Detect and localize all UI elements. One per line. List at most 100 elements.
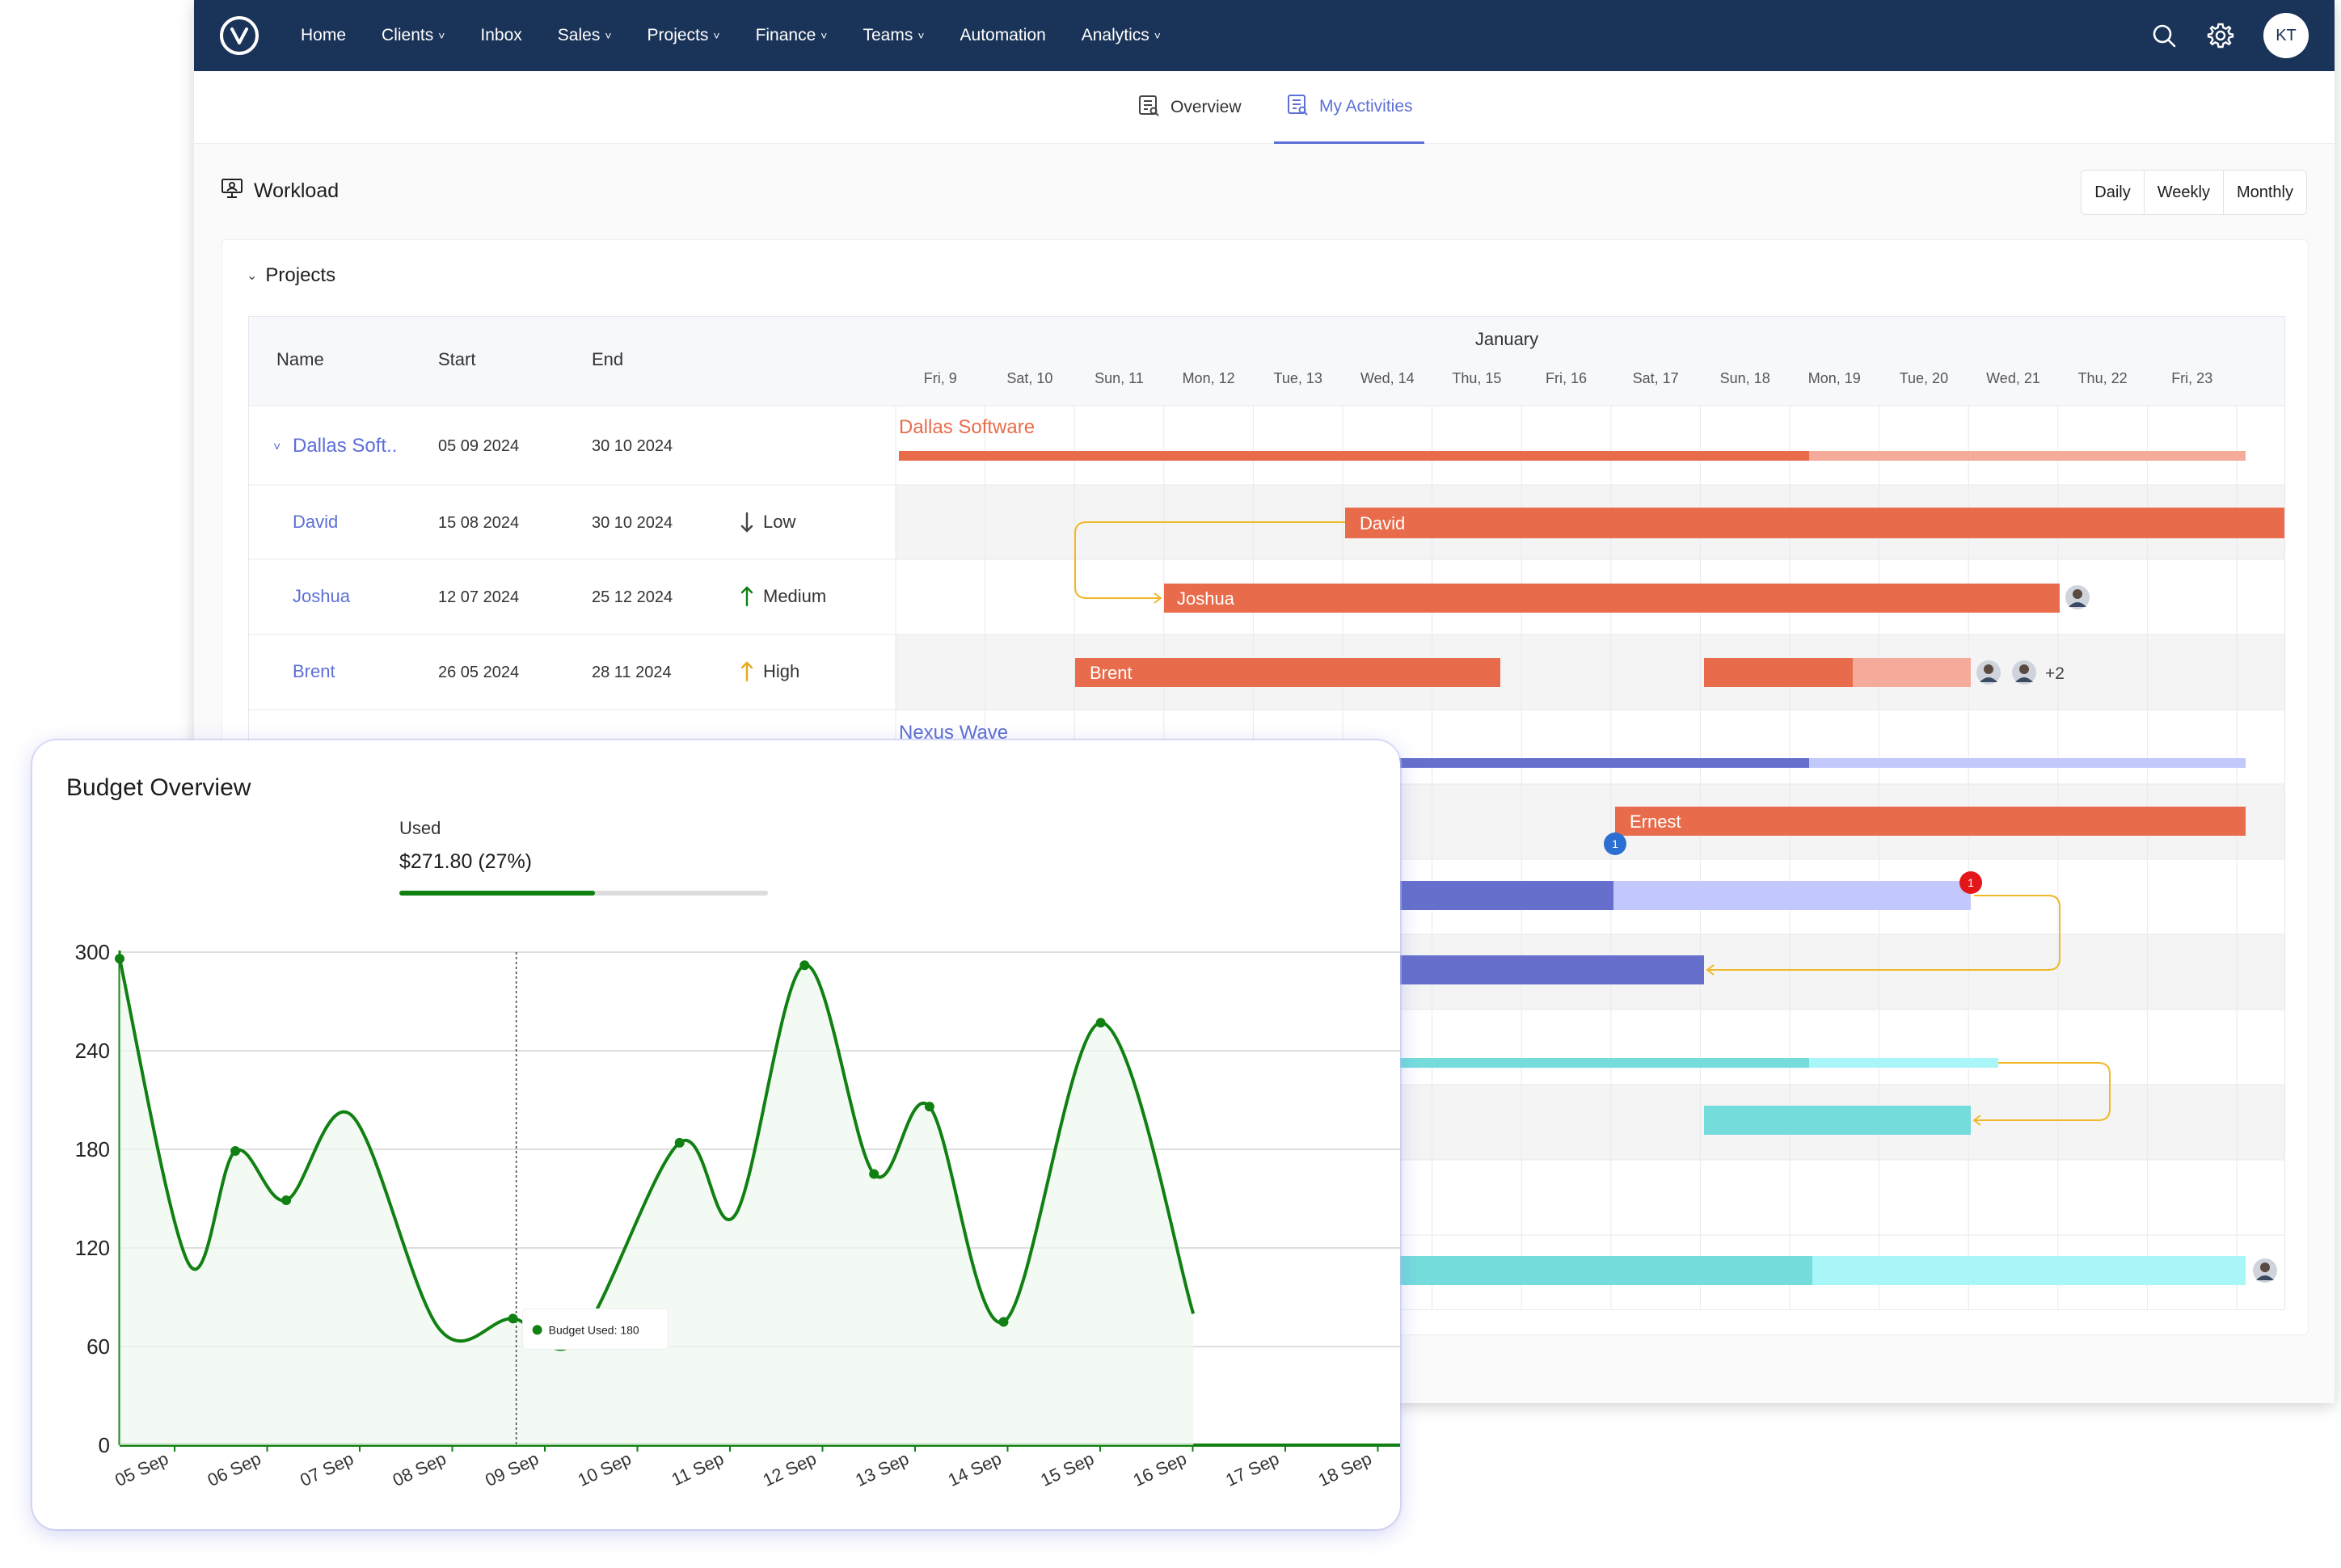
budget-line-chart: 0 60 120 180 240 300 05 Sep 06 Sep 07 Sep 08 Sep 0… [75, 940, 1400, 1490]
project-summary-bar[interactable] [899, 451, 1809, 461]
tooltip-marker [532, 1325, 542, 1335]
x-tick-label: 05 Sep [112, 1448, 171, 1490]
task-bar-teal-thin-remaining[interactable] [1809, 1058, 1998, 1068]
nav-item-teams[interactable]: Teams ˅ [863, 26, 924, 45]
x-tick-label: 12 Sep [760, 1448, 820, 1490]
search-icon[interactable] [2150, 22, 2178, 49]
data-point[interactable] [924, 1102, 934, 1112]
tooltip-text: Budget Used: 180 [549, 1323, 639, 1336]
activities-icon [1285, 92, 1310, 121]
app-logo[interactable] [220, 16, 259, 55]
data-point[interactable] [869, 1169, 879, 1179]
nav-item-sales[interactable]: Sales ˅ [558, 26, 612, 45]
avatar-body [2256, 1275, 2274, 1280]
y-tick-label: 60 [86, 1334, 110, 1359]
projects-section-label: Projects [265, 264, 336, 286]
task-bar-label: Brent [1090, 663, 1133, 683]
workload-title: Workload [220, 176, 339, 206]
row-start-date: 15 08 2024 [438, 514, 519, 532]
nav-item-projects[interactable]: Projects ˅ [647, 26, 720, 45]
row-start-date: 05 09 2024 [438, 437, 519, 455]
avatar-body [2015, 677, 2033, 682]
y-tick-label: 180 [75, 1137, 110, 1161]
data-point[interactable] [799, 960, 810, 971]
task-bar-label: Joshua [1177, 588, 1235, 609]
member-name[interactable]: Joshua [293, 586, 351, 606]
avatar[interactable] [2012, 660, 2036, 685]
nav-item-clients[interactable]: Clients ˅ [382, 26, 445, 45]
x-tick-label: 17 Sep [1222, 1448, 1282, 1490]
data-point[interactable] [508, 1313, 518, 1324]
timeline-day-label: Mon, 12 [1183, 370, 1235, 386]
gantt-header-bg [249, 317, 2284, 406]
nav-item-analytics[interactable]: Analytics ˅ [1082, 26, 1161, 45]
arrow-up-icon [740, 661, 753, 682]
x-tick-label: 09 Sep [482, 1448, 542, 1490]
task-bar-label: Ernest [1630, 811, 1681, 832]
nav-item-label: Home [301, 26, 347, 44]
avatar[interactable] [2253, 1258, 2277, 1283]
nav-item-inbox[interactable]: Inbox [480, 26, 521, 45]
tab-overview-label: Overview [1170, 98, 1242, 116]
arrow-right-icon [1154, 592, 1162, 604]
x-tick-label: 13 Sep [852, 1448, 912, 1490]
project-summary-bar-remaining[interactable] [1809, 451, 2246, 461]
row-end-date: 25 12 2024 [592, 588, 673, 606]
task-bar-brent-2[interactable] [1704, 658, 1853, 687]
view-monthly-button[interactable]: Monthly [2236, 183, 2293, 201]
task-bar-teal-3-remaining[interactable] [1812, 1256, 2246, 1285]
gear-icon[interactable] [2207, 22, 2234, 49]
nav-item-home[interactable]: Home [301, 26, 346, 45]
task-bar-purple-remaining[interactable] [1613, 881, 1971, 910]
data-point[interactable] [1095, 1018, 1106, 1028]
x-tick-label: 15 Sep [1037, 1448, 1097, 1490]
task-bar-brent-remaining[interactable] [1853, 658, 1971, 687]
badge-count: 1 [1968, 876, 1974, 889]
projects-section-header[interactable]: ⌄ Projects [247, 264, 335, 287]
y-tick-label: 240 [75, 1039, 110, 1063]
data-point[interactable] [230, 1146, 241, 1157]
data-point[interactable] [674, 1137, 685, 1148]
nav-item-automation[interactable]: Automation [960, 26, 1046, 45]
nav-item-label: Teams [863, 26, 913, 44]
timeline-day-label: Thu, 15 [1452, 370, 1501, 386]
data-point[interactable] [998, 1317, 1009, 1327]
timeline-day-label: Tue, 13 [1274, 370, 1322, 386]
task-bar-teal-2[interactable] [1704, 1106, 1971, 1135]
avatar-head [2260, 1262, 2270, 1272]
budget-used-value: $271.80 (27%) [399, 850, 533, 873]
project-name[interactable]: Dallas Soft.. [293, 435, 397, 457]
avatar-body [1980, 677, 1997, 682]
task-bar-david[interactable] [1345, 508, 2285, 538]
view-weekly-button[interactable]: Weekly [2145, 171, 2224, 214]
nav-item-finance[interactable]: Finance ˅ [756, 26, 828, 45]
task-bar-ernest[interactable] [1615, 807, 2246, 836]
x-tick-label: 06 Sep [205, 1448, 264, 1490]
nav-item-label: Sales [557, 26, 601, 44]
task-bar-brent[interactable] [1075, 658, 1500, 687]
avatar[interactable] [1976, 660, 2001, 685]
header-start: Start [438, 349, 475, 369]
budget-overview-card: Budget Overview Used $271.80 (27%) 0 60 12… [32, 740, 1400, 1529]
workload-title-label: Workload [254, 179, 340, 202]
chevron-down-icon[interactable]: ˅ [273, 440, 280, 454]
task-bar-label: David [1360, 513, 1405, 533]
avatar[interactable] [2065, 585, 2090, 609]
user-avatar[interactable]: KT [2263, 13, 2309, 58]
data-point[interactable] [115, 954, 124, 964]
member-name[interactable]: Brent [293, 661, 335, 681]
project-summary-bar-remaining[interactable] [1809, 758, 2246, 768]
tab-overview[interactable]: Overview [1137, 71, 1242, 144]
view-daily-button[interactable]: Daily [2082, 171, 2145, 214]
timeline-day-label: Wed, 21 [1986, 370, 2040, 386]
project-timeline-label: Nexus Wave [899, 722, 1008, 744]
x-tick-label: 11 Sep [669, 1448, 727, 1490]
nav-menu: Home Clients ˅ Inbox Sales ˅ Projects ˅ Finance ˅… [301, 0, 1196, 71]
tab-my-activities-label: My Activities [1319, 96, 1413, 116]
tab-my-activities[interactable]: My Activities [1274, 71, 1424, 144]
task-bar-joshua[interactable] [1164, 584, 2060, 613]
member-name[interactable]: David [293, 512, 338, 532]
x-tick-label: 18 Sep [1315, 1448, 1375, 1490]
timeline-month: January [1475, 329, 1538, 349]
data-point[interactable] [281, 1195, 292, 1206]
